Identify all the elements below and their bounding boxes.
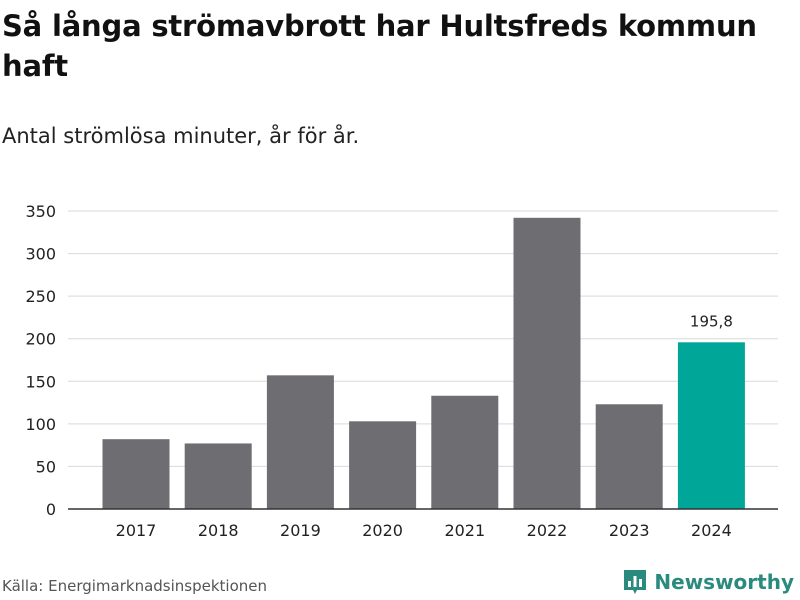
bar-2022 [513, 217, 581, 509]
y-tick-label: 200 [25, 330, 56, 349]
y-tick-label: 350 [25, 202, 56, 221]
bar-2023 [595, 404, 663, 509]
y-tick-label: 0 [46, 500, 56, 519]
data-label: 195,8 [690, 312, 733, 330]
bar-2021 [431, 395, 499, 509]
y-tick-label: 50 [36, 457, 56, 476]
bar-2024 [677, 342, 745, 509]
bar-2020 [349, 421, 417, 509]
x-tick-label: 2018 [198, 521, 239, 540]
x-tick-label: 2019 [280, 521, 321, 540]
y-tick-label: 250 [25, 287, 56, 306]
x-tick-label: 2023 [609, 521, 650, 540]
chart-title: Så långa strömavbrott har Hultsfreds kom… [2, 9, 757, 83]
gridlines [68, 210, 778, 467]
data-labels: 195,8 [690, 312, 733, 330]
y-axis-ticks: 0 50 100 150 200 250 300 350 [25, 202, 56, 519]
bar-chart-logo-icon [624, 570, 647, 594]
x-tick-label: 2017 [116, 521, 157, 540]
x-tick-label: 2024 [691, 521, 732, 540]
x-tick-label: 2022 [527, 521, 568, 540]
brand-name: Newsworthy [654, 570, 794, 594]
x-tick-label: 2021 [444, 521, 485, 540]
y-tick-label: 150 [25, 372, 56, 391]
bar-2019 [266, 375, 334, 509]
bar-2018 [184, 443, 252, 509]
brand-logo: Newsworthy [622, 568, 794, 596]
bars [102, 217, 745, 509]
x-axis-ticks: 2017 2018 2019 2020 2021 2022 2023 2024 [116, 521, 732, 540]
source-note: Källa: Energimarknadsinspektionen [2, 577, 268, 595]
bar-2017 [102, 439, 170, 509]
y-tick-label: 100 [25, 415, 56, 434]
x-tick-label: 2020 [362, 521, 403, 540]
chart-subtitle: Antal strömlösa minuter, år för år. [2, 124, 360, 148]
y-tick-label: 300 [25, 245, 56, 264]
